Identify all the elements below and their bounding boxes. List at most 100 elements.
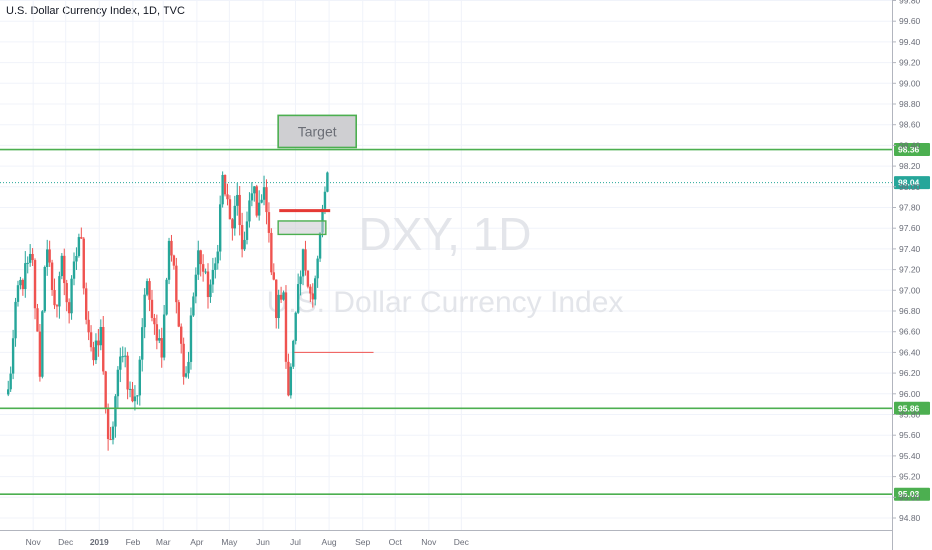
candle-down [206,271,210,298]
candle-up [136,395,139,397]
candle-down [228,199,232,220]
candle-down [150,299,154,318]
x-tick-label: Nov [421,537,437,547]
price-tag [894,401,930,415]
candle-down [284,292,288,362]
candle-down [304,249,307,271]
y-tick-label: 95.40 [899,451,921,461]
candle-down [160,338,163,358]
candle-down [199,250,202,265]
candle-down [287,361,290,396]
candle-up [114,396,117,427]
candle-up [138,359,141,396]
target-zone[interactable] [277,114,358,149]
x-tick-label: Jun [256,537,270,547]
y-tick-label: 95.20 [899,472,921,482]
candle-up [158,338,161,341]
candle-down [63,255,66,284]
candle-up [216,251,219,264]
candle-up [123,355,127,357]
y-tick-label: 98.00 [899,182,921,192]
candle-down [175,265,178,303]
candle-up [292,340,295,367]
candle-down [65,283,68,303]
candle-up [46,249,49,268]
price-tag [894,487,930,501]
candle-up [28,253,32,263]
candle-up [243,239,246,250]
y-tick-label: 99.40 [899,37,921,47]
candle-up [299,276,302,285]
candle-up [289,366,293,396]
candle-up [218,204,222,252]
candle-down [309,286,312,294]
candle-down [279,294,283,300]
support-zone[interactable] [277,220,327,236]
candle-up [77,237,81,256]
candle-down [104,371,107,409]
candle-down [50,262,54,291]
candle-up [43,267,46,312]
candle-up [167,240,171,280]
candle-up [119,356,122,370]
y-tick-label: 96.00 [899,389,921,399]
candle-up [197,250,200,275]
x-tick-label: Nov [26,537,42,547]
candle-up [162,314,166,358]
candle-up [111,426,115,440]
candle-up [296,284,300,313]
candle-down [131,388,134,402]
candle-up [282,292,285,300]
candle-up [211,269,215,285]
x-tick-label: Feb [126,537,141,547]
candle-down [311,293,314,300]
candle-down [31,253,34,261]
candle-down [182,343,185,377]
x-tick-label: Mar [156,537,171,547]
candle-up [209,284,212,298]
last-price-tag [894,176,930,190]
candle-up [318,232,322,259]
candle-down [148,281,151,300]
candle-up [314,278,317,300]
candle-up [294,312,297,341]
candle-down [53,290,56,306]
candle-up [250,193,254,201]
candle-up [277,294,280,319]
candle-up [192,296,195,316]
candle-up [9,373,12,390]
candle-up [248,200,251,222]
price-tag-label: 95.03 [898,489,920,499]
y-tick-label: 98.40 [899,140,921,150]
candle-up [41,311,44,377]
y-tick-label: 97.80 [899,203,921,213]
candle-down [177,302,180,327]
x-tick-label: May [221,537,238,547]
y-tick-label: 98.80 [899,99,921,109]
candle-down [84,288,88,320]
candle-up [257,202,261,216]
y-tick-label: 97.20 [899,265,921,275]
x-tick-label: Dec [454,537,470,547]
candle-up [75,255,78,262]
candle-up [187,361,190,374]
candle-down [80,237,83,239]
price-tag-label: 95.86 [898,403,920,413]
candle-up [245,221,249,240]
candle-down [306,270,310,287]
candle-up [316,258,319,279]
x-tick-label: Apr [190,537,203,547]
watermark-symbol: DXY, 1D [358,208,531,260]
candle-down [265,187,268,213]
candle-down [87,319,90,333]
candle-down [89,332,93,348]
candle-down [102,326,105,372]
target-zone-label: Target [298,123,337,139]
candle-down [36,308,39,332]
y-tick-label: 98.20 [899,161,921,171]
x-tick-label: Oct [389,537,403,547]
candle-down [180,326,183,344]
y-tick-label: 99.60 [899,16,921,26]
candle-up [26,262,29,264]
